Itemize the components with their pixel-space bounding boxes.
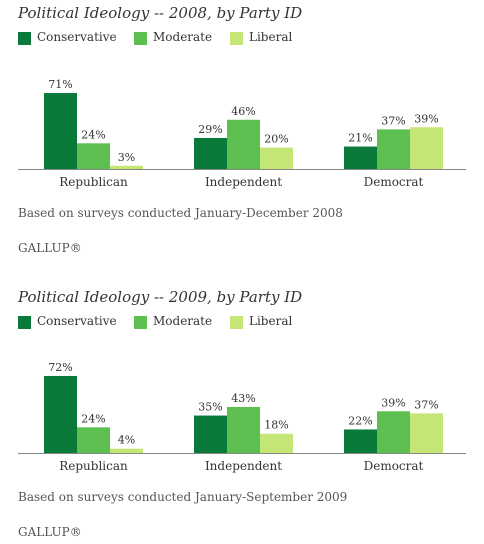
chart-panel-2008: Political Ideology -- 2008, by Party ID … <box>18 4 466 255</box>
data-label-independent-moderate: 46% <box>231 105 255 118</box>
legend-label-liberal: Liberal <box>249 314 293 328</box>
chart-title: Political Ideology -- 2008, by Party ID <box>18 4 303 22</box>
x-tick-label-republican: Republican <box>59 459 128 473</box>
gallup-source: GALLUP® <box>18 241 82 255</box>
data-label-democrat-moderate: 39% <box>381 396 405 409</box>
legend-label-moderate: Moderate <box>153 314 213 328</box>
data-label-republican-conservative: 71% <box>48 78 72 91</box>
legend-label-liberal: Liberal <box>249 30 293 44</box>
bar-democrat-conservative <box>344 146 377 169</box>
chart-title: Political Ideology -- 2009, by Party ID <box>18 288 303 306</box>
bar-republican-liberal <box>110 165 143 169</box>
legend-label-conservative: Conservative <box>37 314 117 328</box>
data-label-independent-conservative: 29% <box>198 123 222 136</box>
legend-label-moderate: Moderate <box>153 30 213 44</box>
survey-note: Based on surveys conducted January-Decem… <box>18 206 343 220</box>
bar-republican-moderate <box>77 427 110 453</box>
data-label-republican-liberal: 3% <box>118 151 135 164</box>
bar-chart-2008: 71% 24% 3% Republican 29% 46% 20% Independent 21… <box>18 78 466 189</box>
data-label-democrat-conservative: 22% <box>348 414 372 427</box>
bar-chart-2009: 72% 24% 4% Republican 35% 43% 18% Independent 22… <box>18 361 466 473</box>
x-tick-label-independent: Independent <box>205 459 282 473</box>
bar-republican-moderate <box>77 143 110 169</box>
x-tick-label-independent: Independent <box>205 175 282 189</box>
legend-swatch-moderate <box>134 32 147 45</box>
bar-democrat-liberal <box>410 127 443 169</box>
bar-democrat-liberal <box>410 413 443 453</box>
data-label-independent-moderate: 43% <box>231 392 255 405</box>
legend-swatch-liberal <box>230 316 243 329</box>
bar-republican-liberal <box>110 448 143 453</box>
data-label-democrat-moderate: 37% <box>381 114 405 127</box>
gallup-source: GALLUP® <box>18 525 82 539</box>
x-tick-label-democrat: Democrat <box>364 459 424 473</box>
data-label-independent-liberal: 18% <box>264 419 288 432</box>
x-tick-label-republican: Republican <box>59 175 128 189</box>
data-label-democrat-liberal: 39% <box>414 112 438 125</box>
bar-independent-moderate <box>227 119 260 169</box>
legend-label-conservative: Conservative <box>37 30 117 44</box>
bar-independent-conservative <box>194 137 227 169</box>
data-label-republican-conservative: 72% <box>48 361 72 374</box>
data-label-democrat-conservative: 21% <box>348 132 372 145</box>
x-tick-label-democrat: Democrat <box>364 175 424 189</box>
bar-independent-moderate <box>227 406 260 453</box>
bar-republican-conservative <box>44 375 77 453</box>
bar-democrat-moderate <box>377 129 410 169</box>
data-label-independent-liberal: 20% <box>264 133 288 146</box>
bar-independent-conservative <box>194 415 227 453</box>
bar-democrat-moderate <box>377 411 410 453</box>
legend-swatch-conservative <box>18 316 31 329</box>
bar-republican-conservative <box>44 93 77 169</box>
bar-independent-liberal <box>260 147 293 169</box>
data-label-republican-moderate: 24% <box>81 412 105 425</box>
bar-independent-liberal <box>260 433 293 453</box>
data-label-republican-liberal: 4% <box>118 434 135 447</box>
bar-democrat-conservative <box>344 429 377 453</box>
legend-swatch-conservative <box>18 32 31 45</box>
data-label-democrat-liberal: 37% <box>414 398 438 411</box>
survey-note: Based on surveys conducted January-Septe… <box>18 490 348 504</box>
legend-swatch-moderate <box>134 316 147 329</box>
chart-panel-2009: Political Ideology -- 2009, by Party ID … <box>0 284 484 544</box>
data-label-republican-moderate: 24% <box>81 128 105 141</box>
data-label-independent-conservative: 35% <box>198 401 222 414</box>
legend-swatch-liberal <box>230 32 243 45</box>
